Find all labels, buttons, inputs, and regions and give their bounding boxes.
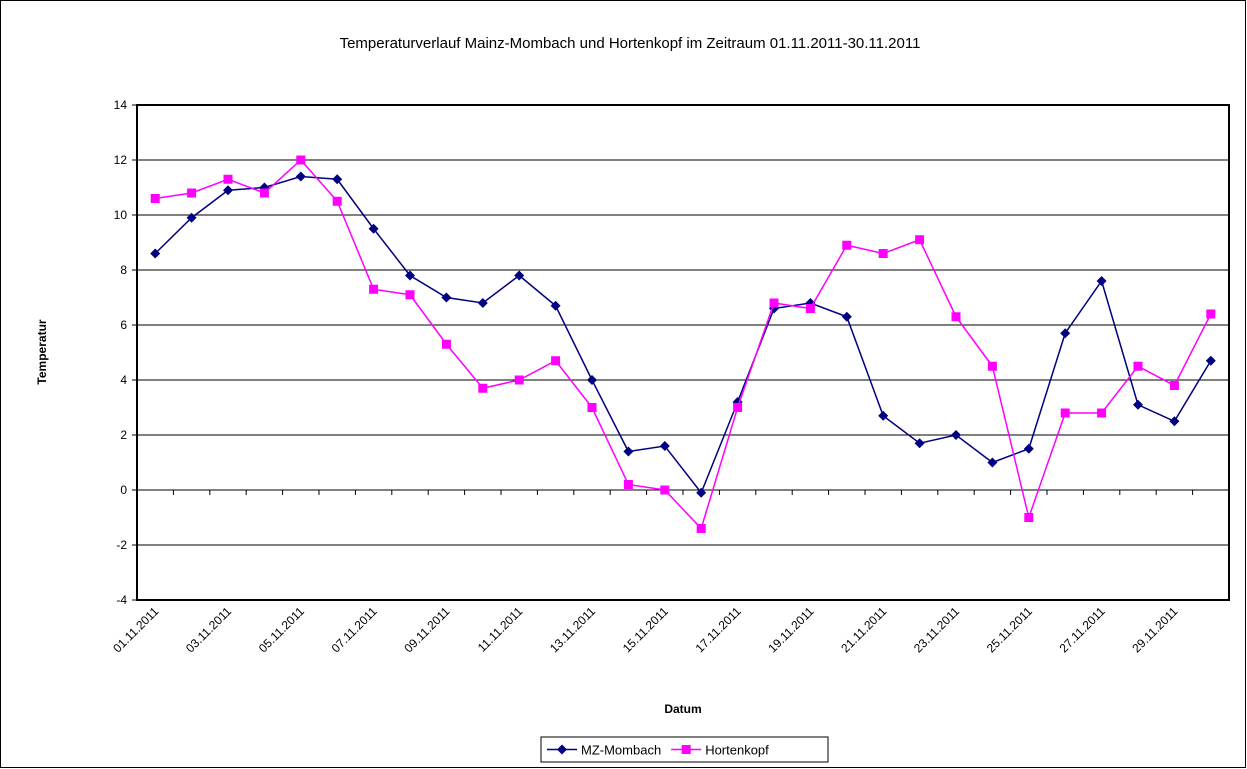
marker xyxy=(696,487,707,498)
marker xyxy=(295,171,306,182)
marker xyxy=(150,194,160,203)
marker xyxy=(951,430,961,440)
marker xyxy=(1133,361,1143,371)
marker xyxy=(1060,408,1070,418)
marker xyxy=(441,292,452,303)
marker xyxy=(1169,416,1180,427)
series-line xyxy=(154,175,1212,495)
y-tick-label: 10 xyxy=(114,208,128,222)
marker xyxy=(368,223,379,234)
marker xyxy=(514,270,525,281)
marker xyxy=(1206,309,1216,319)
marker xyxy=(878,249,888,258)
y-tick-label: 2 xyxy=(120,428,127,442)
marker xyxy=(1133,399,1143,410)
marker xyxy=(659,441,670,451)
marker xyxy=(987,361,997,371)
marker xyxy=(405,290,415,300)
marker xyxy=(914,438,925,449)
marker xyxy=(551,356,561,366)
marker xyxy=(187,188,197,198)
marker xyxy=(951,312,961,322)
marker xyxy=(223,185,233,196)
marker xyxy=(332,196,342,206)
marker xyxy=(1024,513,1034,522)
legend-label: MZ-Mombach xyxy=(581,743,661,758)
y-tick-label: 6 xyxy=(120,318,127,332)
marker xyxy=(1060,328,1071,339)
marker xyxy=(332,174,343,185)
marker xyxy=(405,270,415,281)
x-axis-label: Datum xyxy=(664,702,701,716)
y-tick-label: 0 xyxy=(120,483,127,497)
marker xyxy=(441,339,451,349)
marker xyxy=(150,248,161,259)
marker xyxy=(223,174,233,184)
marker xyxy=(296,155,306,165)
marker xyxy=(987,457,998,468)
marker xyxy=(514,375,524,385)
marker xyxy=(1169,381,1179,390)
marker xyxy=(623,480,633,489)
y-tick-label: 12 xyxy=(114,153,128,167)
y-axis-label: Temperatur xyxy=(35,319,49,384)
y-tick-label: 14 xyxy=(114,98,128,112)
marker xyxy=(550,300,561,311)
legend-marker xyxy=(557,744,567,755)
chart-title: Temperaturverlauf Mainz-Mombach und Hort… xyxy=(340,35,921,52)
marker xyxy=(842,240,852,250)
marker xyxy=(805,304,815,313)
marker xyxy=(477,298,488,308)
marker xyxy=(478,383,488,393)
y-tick-label: 8 xyxy=(120,263,127,277)
plot-area xyxy=(136,104,1230,601)
y-tick-label: -2 xyxy=(116,538,127,552)
series-line xyxy=(155,158,1212,530)
y-tick-label: 4 xyxy=(120,373,127,387)
marker xyxy=(587,375,597,385)
marker xyxy=(369,284,379,294)
marker xyxy=(696,524,706,533)
marker xyxy=(915,235,925,245)
marker xyxy=(186,212,197,223)
marker xyxy=(660,485,670,495)
marker xyxy=(1097,408,1107,418)
marker xyxy=(587,403,597,412)
legend-marker xyxy=(681,745,691,754)
marker xyxy=(1023,443,1034,454)
marker xyxy=(259,188,269,198)
marker xyxy=(841,311,852,322)
marker xyxy=(623,446,634,457)
marker xyxy=(1096,276,1107,286)
legend-label: Hortenkopf xyxy=(705,743,769,758)
marker xyxy=(1205,355,1216,366)
y-tick-label: -4 xyxy=(116,593,127,607)
marker xyxy=(733,403,743,412)
marker xyxy=(769,298,779,308)
marker xyxy=(878,410,889,421)
